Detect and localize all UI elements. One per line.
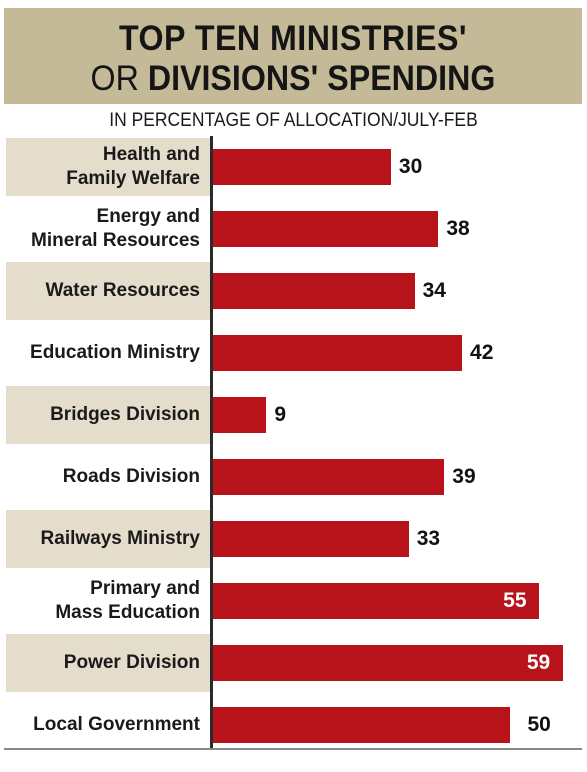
- chart-title-line2-bold: DIVISIONS' SPENDING: [147, 59, 496, 98]
- category-label-text: Power Division: [63, 652, 200, 673]
- category-label-text: Primary and Mass Education: [55, 578, 200, 623]
- data-label: 55: [503, 589, 527, 612]
- category-axis-line: [210, 136, 213, 748]
- bar: [213, 645, 563, 681]
- bar: [213, 211, 439, 247]
- chart-subtitle: IN PERCENTAGE OF ALLOCATION/JULY-FEB: [109, 110, 478, 131]
- bar: [213, 273, 415, 309]
- category-label: Health and Family Welfare: [6, 138, 210, 196]
- category-label-text: Education Ministry: [30, 342, 200, 363]
- category-label-text: Roads Division: [62, 466, 200, 487]
- data-label: 59: [526, 651, 551, 674]
- category-label-text: Energy and Mineral Resources: [31, 206, 200, 251]
- bar: [213, 521, 409, 557]
- bottom-rule: [4, 748, 582, 750]
- category-label: Railways Ministry: [6, 510, 210, 568]
- chart-title-line2-prefix: OR: [90, 59, 148, 98]
- data-label: 9: [274, 403, 287, 426]
- bar: [213, 397, 267, 433]
- data-label: 30: [398, 155, 423, 178]
- bar: [213, 335, 463, 371]
- chart-header: TOP TEN MINISTRIES' OR DIVISIONS' SPENDI…: [4, 8, 582, 104]
- data-label: 38: [446, 217, 470, 240]
- bar: [213, 149, 391, 185]
- data-label: 34: [422, 279, 446, 302]
- category-label-text: Water Resources: [45, 280, 200, 301]
- data-label: 50: [527, 713, 551, 736]
- category-label-text: Railways Ministry: [40, 528, 200, 549]
- category-label: Water Resources: [6, 262, 210, 320]
- category-label: Roads Division: [6, 448, 210, 506]
- category-label-text: Health and Family Welfare: [66, 144, 200, 189]
- chart-title-line2: OR DIVISIONS' SPENDING: [27, 60, 559, 98]
- category-label: Power Division: [6, 634, 210, 692]
- data-label: 39: [452, 465, 476, 488]
- bar: [213, 583, 540, 619]
- category-label: Primary and Mass Education: [6, 572, 210, 630]
- data-label: 42: [470, 341, 494, 364]
- category-label: Energy and Mineral Resources: [6, 200, 210, 258]
- data-label: 33: [416, 527, 441, 550]
- category-label: Bridges Division: [6, 386, 210, 444]
- bar: [213, 459, 445, 495]
- category-label-text: Bridges Division: [50, 404, 200, 425]
- bar: [213, 707, 510, 743]
- chart-title-line1: TOP TEN MINISTRIES': [119, 19, 467, 58]
- category-label-text: Local Government: [33, 714, 200, 735]
- category-label: Local Government: [6, 696, 210, 754]
- category-label: Education Ministry: [6, 324, 210, 382]
